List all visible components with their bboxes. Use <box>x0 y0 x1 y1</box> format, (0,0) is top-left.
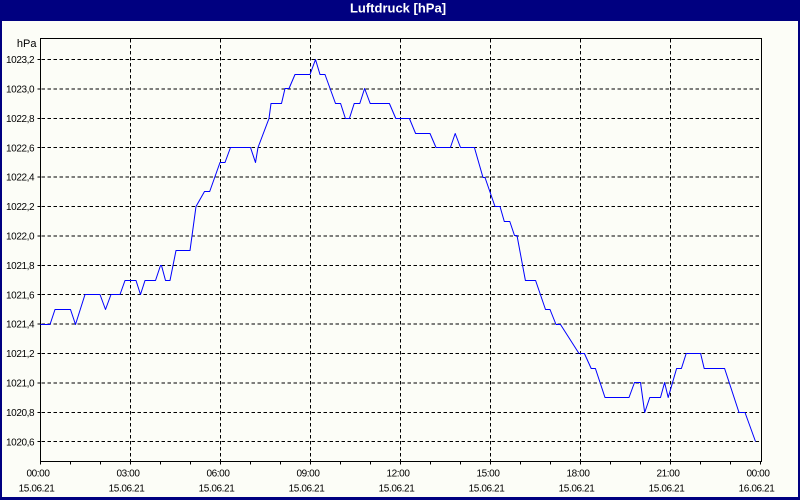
svg-text:15.06.21: 15.06.21 <box>199 484 236 495</box>
svg-text:15.06.21: 15.06.21 <box>559 484 596 495</box>
svg-text:15.06.21: 15.06.21 <box>109 484 146 495</box>
svg-text:12:00: 12:00 <box>386 469 410 480</box>
svg-text:1022,0: 1022,0 <box>6 232 35 243</box>
svg-text:00:00: 00:00 <box>746 469 770 480</box>
svg-text:1022,4: 1022,4 <box>6 173 35 184</box>
svg-text:Luftdruck [hPa]: Luftdruck [hPa] <box>350 1 446 16</box>
svg-text:06:00: 06:00 <box>206 469 230 480</box>
svg-text:15:00: 15:00 <box>476 469 500 480</box>
svg-text:1021,6: 1021,6 <box>6 290 35 301</box>
svg-text:1020,8: 1020,8 <box>6 408 35 419</box>
svg-text:1023,2: 1023,2 <box>6 55 35 66</box>
svg-text:1021,8: 1021,8 <box>6 261 35 272</box>
svg-text:1021,2: 1021,2 <box>6 349 35 360</box>
svg-text:15.06.21: 15.06.21 <box>379 484 416 495</box>
svg-text:1020,6: 1020,6 <box>6 437 35 448</box>
svg-text:1021,4: 1021,4 <box>6 320 35 331</box>
svg-text:1022,8: 1022,8 <box>6 114 35 125</box>
svg-text:1022,6: 1022,6 <box>6 143 35 154</box>
svg-text:09:00: 09:00 <box>296 469 320 480</box>
svg-text:15.06.21: 15.06.21 <box>469 484 506 495</box>
svg-text:15.06.21: 15.06.21 <box>649 484 686 495</box>
svg-text:1023,0: 1023,0 <box>6 85 35 96</box>
svg-text:15.06.21: 15.06.21 <box>289 484 326 495</box>
svg-text:hPa: hPa <box>17 38 37 50</box>
svg-text:15.06.21: 15.06.21 <box>19 484 56 495</box>
svg-text:21:00: 21:00 <box>656 469 680 480</box>
svg-text:00:00: 00:00 <box>26 469 50 480</box>
svg-text:1021,0: 1021,0 <box>6 379 35 390</box>
svg-text:03:00: 03:00 <box>116 469 140 480</box>
svg-text:1022,2: 1022,2 <box>6 202 35 213</box>
svg-text:16.06.21: 16.06.21 <box>739 484 776 495</box>
svg-text:18:00: 18:00 <box>566 469 590 480</box>
